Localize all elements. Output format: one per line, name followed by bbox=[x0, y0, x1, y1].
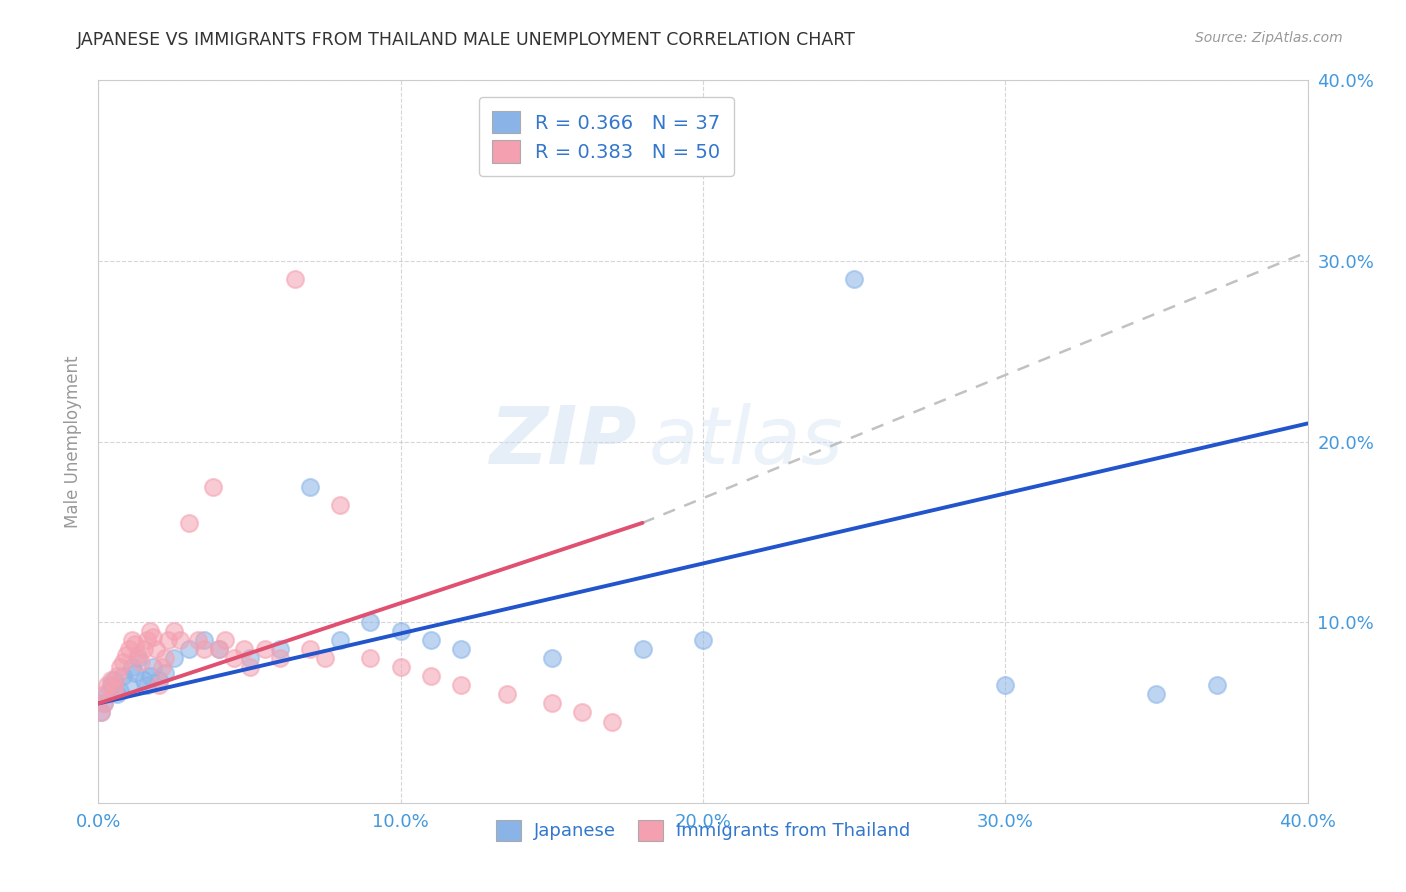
Legend: Japanese, Immigrants from Thailand: Japanese, Immigrants from Thailand bbox=[489, 813, 917, 848]
Text: ZIP: ZIP bbox=[489, 402, 637, 481]
Point bbox=[179, 516, 201, 530]
Point bbox=[148, 678, 170, 692]
Point bbox=[142, 630, 165, 644]
Point bbox=[121, 633, 143, 648]
Point bbox=[1206, 678, 1229, 692]
Point bbox=[239, 660, 262, 674]
Point bbox=[329, 498, 352, 512]
Point bbox=[148, 673, 170, 687]
Point bbox=[360, 615, 382, 630]
Point bbox=[314, 651, 336, 665]
Point bbox=[153, 665, 176, 680]
Point bbox=[224, 651, 246, 665]
Point bbox=[360, 651, 382, 665]
Point bbox=[111, 655, 134, 669]
Point bbox=[299, 642, 322, 657]
Point bbox=[150, 660, 173, 674]
Point bbox=[135, 633, 157, 648]
Point bbox=[208, 642, 231, 657]
Point bbox=[127, 651, 149, 665]
Point bbox=[495, 687, 517, 701]
Point bbox=[187, 633, 209, 648]
Point bbox=[232, 642, 254, 657]
Text: Source: ZipAtlas.com: Source: ZipAtlas.com bbox=[1195, 31, 1343, 45]
Point bbox=[692, 633, 714, 648]
Point bbox=[389, 624, 412, 639]
Point bbox=[93, 697, 115, 711]
Point bbox=[139, 669, 162, 683]
Point bbox=[156, 633, 179, 648]
Point bbox=[169, 633, 191, 648]
Point bbox=[118, 642, 141, 657]
Y-axis label: Male Unemployment: Male Unemployment bbox=[63, 355, 82, 528]
Point bbox=[139, 624, 162, 639]
Point bbox=[124, 637, 146, 651]
Point bbox=[450, 642, 472, 657]
Point bbox=[1144, 687, 1167, 701]
Point bbox=[284, 272, 307, 286]
Point bbox=[103, 678, 125, 692]
Point bbox=[420, 633, 443, 648]
Point bbox=[540, 697, 562, 711]
Point bbox=[132, 673, 155, 687]
Point bbox=[142, 660, 165, 674]
Point bbox=[179, 642, 201, 657]
Point bbox=[90, 706, 112, 720]
Point bbox=[93, 687, 115, 701]
Point bbox=[163, 624, 186, 639]
Point bbox=[193, 642, 215, 657]
Point bbox=[299, 480, 322, 494]
Point bbox=[118, 678, 141, 692]
Point bbox=[100, 673, 122, 687]
Point bbox=[450, 678, 472, 692]
Point bbox=[163, 651, 186, 665]
Point bbox=[105, 669, 128, 683]
Point bbox=[135, 678, 157, 692]
Point bbox=[602, 714, 624, 729]
Point bbox=[389, 660, 412, 674]
Point bbox=[103, 683, 125, 698]
Point bbox=[90, 706, 112, 720]
Point bbox=[631, 642, 654, 657]
Point bbox=[96, 678, 118, 692]
Point bbox=[844, 272, 866, 286]
Point bbox=[93, 697, 115, 711]
Point bbox=[108, 660, 131, 674]
Text: atlas: atlas bbox=[648, 402, 844, 481]
Point bbox=[269, 651, 291, 665]
Point bbox=[269, 642, 291, 657]
Point bbox=[153, 651, 176, 665]
Point bbox=[214, 633, 236, 648]
Point bbox=[329, 633, 352, 648]
Point bbox=[540, 651, 562, 665]
Point bbox=[108, 683, 131, 698]
Point bbox=[100, 678, 122, 692]
Point bbox=[105, 687, 128, 701]
Point bbox=[127, 648, 149, 662]
Text: JAPANESE VS IMMIGRANTS FROM THAILAND MALE UNEMPLOYMENT CORRELATION CHART: JAPANESE VS IMMIGRANTS FROM THAILAND MAL… bbox=[77, 31, 856, 49]
Point bbox=[103, 673, 125, 687]
Point bbox=[121, 660, 143, 674]
Point bbox=[145, 642, 167, 657]
Point bbox=[193, 633, 215, 648]
Point bbox=[420, 669, 443, 683]
Point bbox=[994, 678, 1017, 692]
Point bbox=[239, 651, 262, 665]
Point bbox=[208, 642, 231, 657]
Point bbox=[96, 687, 118, 701]
Point bbox=[129, 655, 152, 669]
Point bbox=[132, 642, 155, 657]
Point bbox=[124, 665, 146, 680]
Point bbox=[202, 480, 225, 494]
Point bbox=[571, 706, 593, 720]
Point bbox=[111, 669, 134, 683]
Point bbox=[114, 648, 136, 662]
Point bbox=[253, 642, 276, 657]
